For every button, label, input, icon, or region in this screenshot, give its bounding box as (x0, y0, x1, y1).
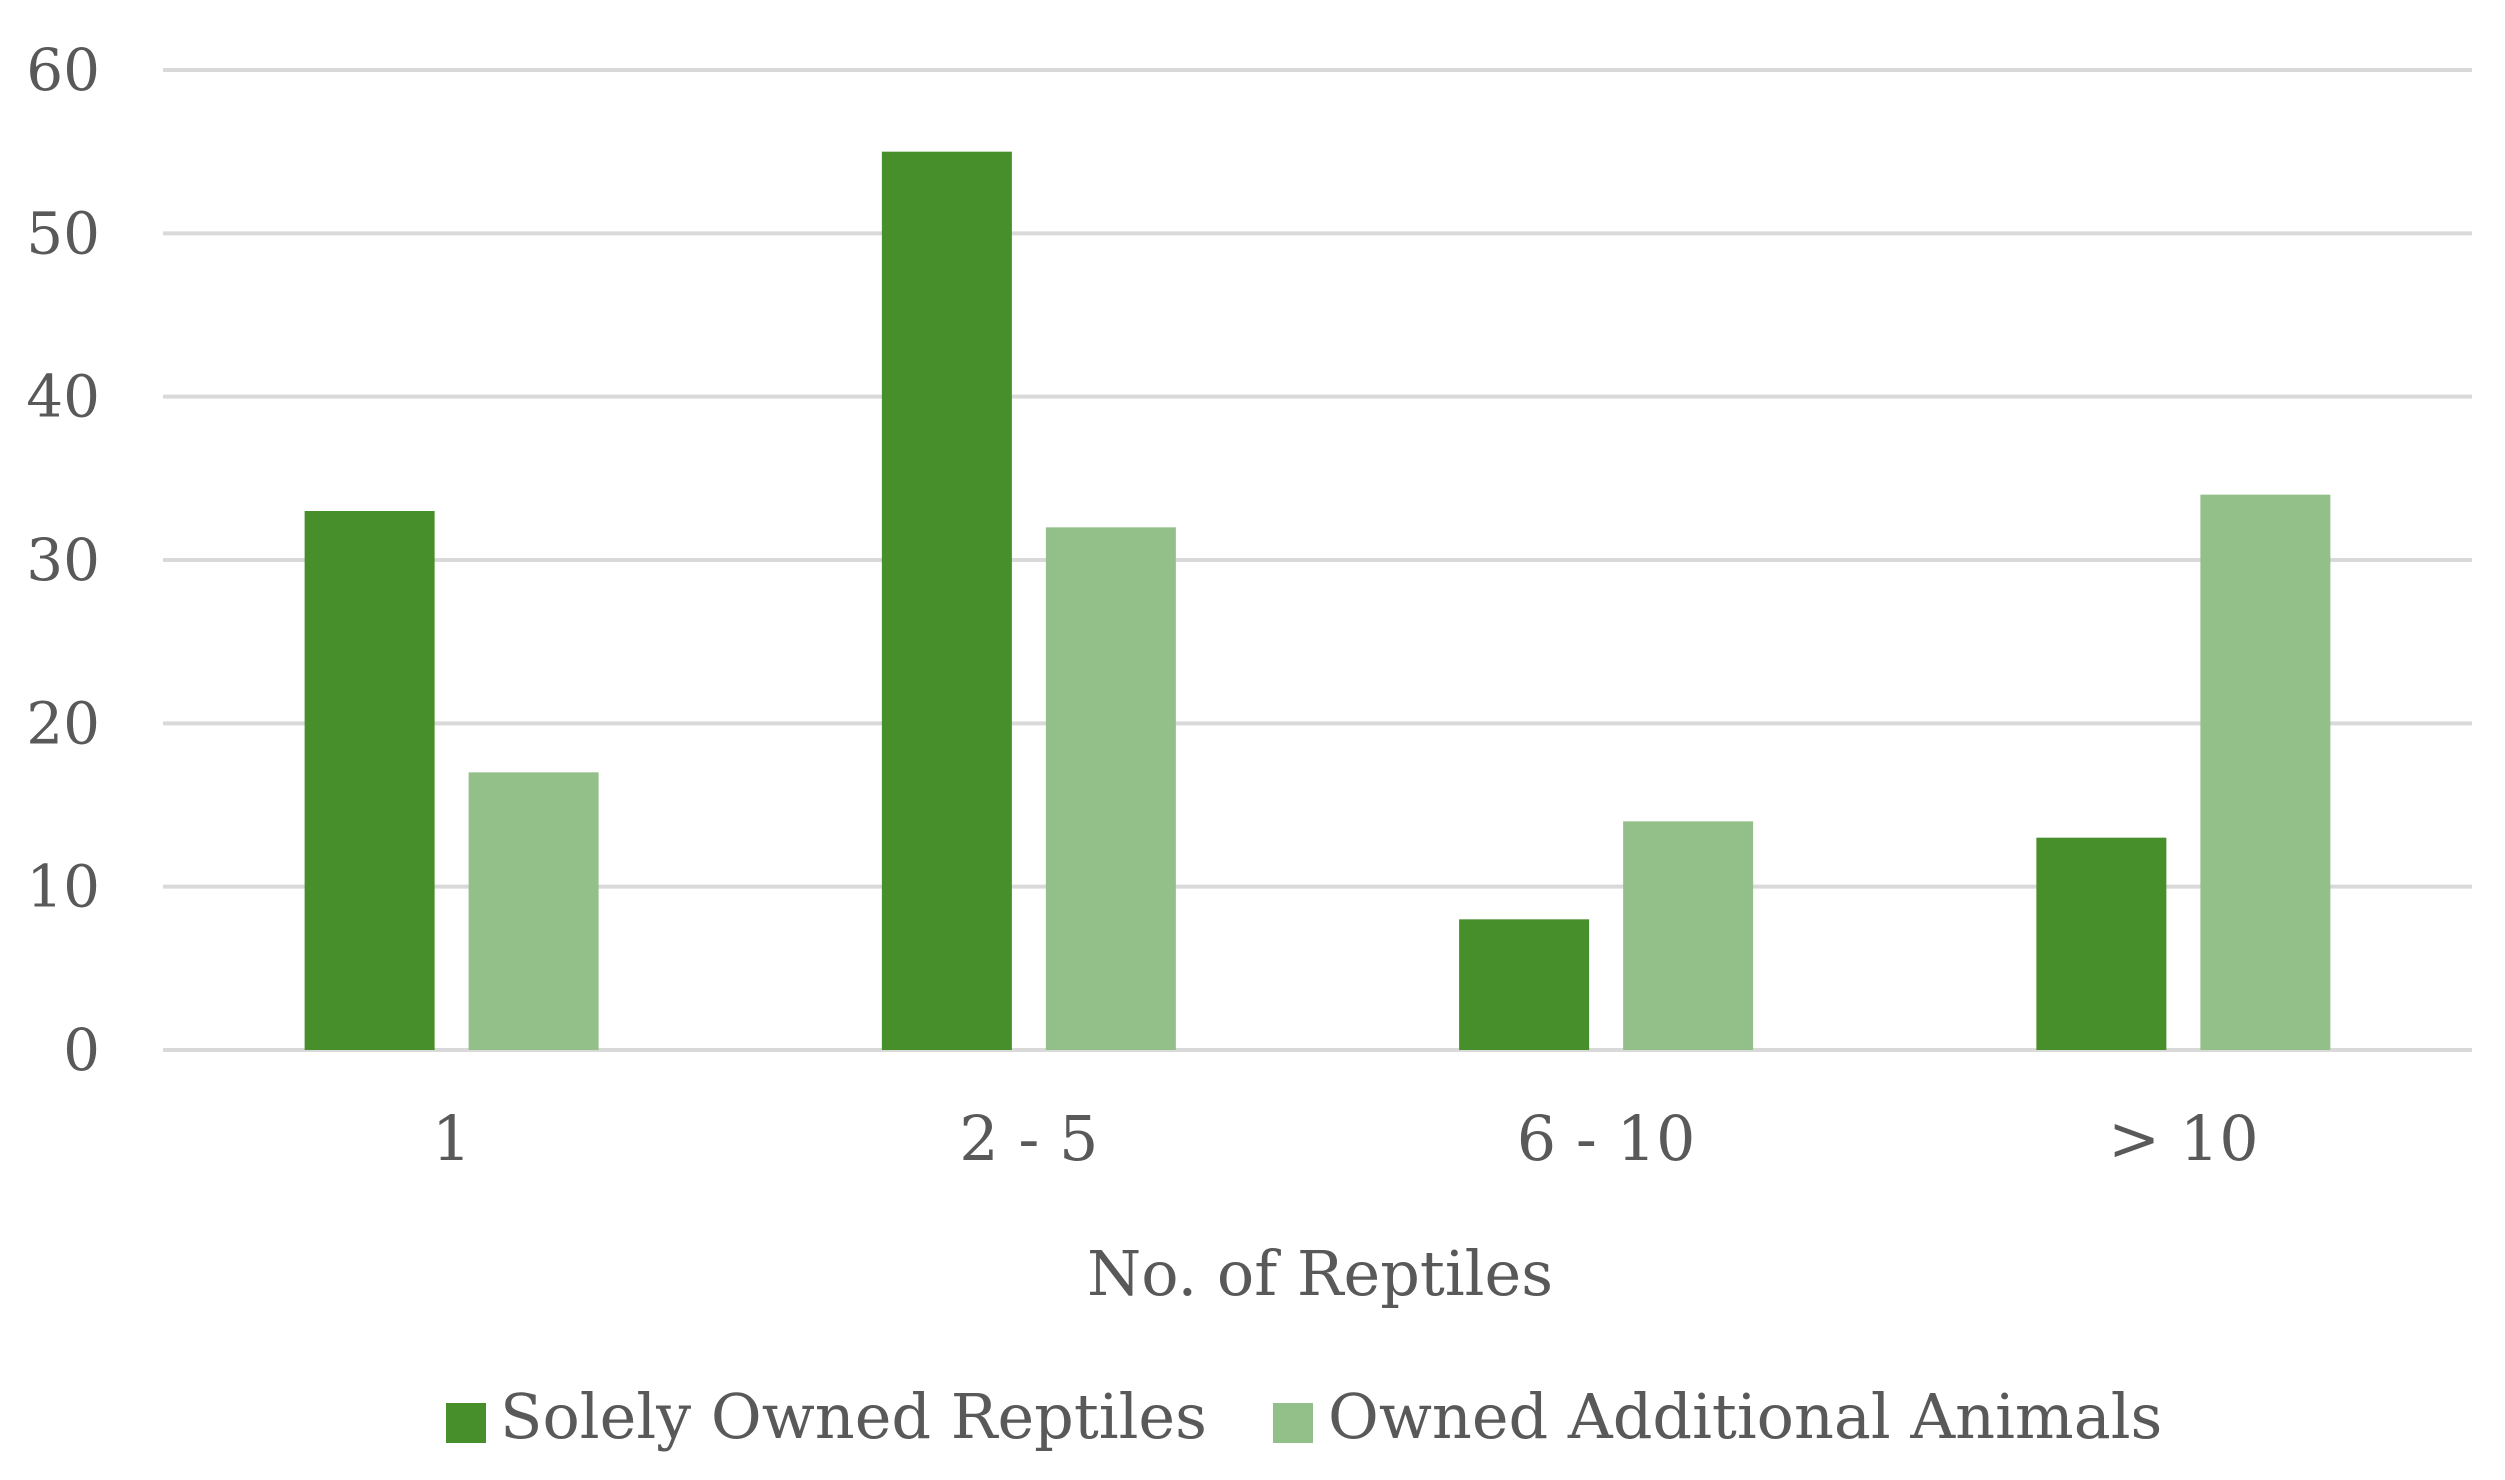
x-tick-label: > 10 (2108, 1102, 2259, 1175)
bar-owned-additional-0 (468, 772, 599, 1050)
legend-swatch-owned-additional (1273, 1403, 1313, 1443)
bar-owned-additional-2 (1623, 821, 1754, 1050)
y-tick-label: 40 (26, 363, 100, 431)
bar-owned-additional-1 (1045, 527, 1176, 1050)
x-tick-label: 6 - 10 (1517, 1102, 1696, 1175)
legend-swatch-solely-owned (446, 1403, 486, 1443)
legend-item-owned-additional: Owned Additional Animals (1273, 1380, 2162, 1453)
y-axis-tick-labels: 0 10 20 30 40 50 60 (26, 36, 100, 1084)
bars (304, 151, 2331, 1051)
x-tick-label: 2 - 5 (959, 1102, 1098, 1175)
x-axis-title: No. of Reptiles (1087, 1237, 1553, 1310)
bar-solely-owned-0 (304, 511, 435, 1050)
y-tick-label: 20 (26, 689, 100, 757)
x-axis-tick-labels: 1 2 - 5 6 - 10 > 10 (432, 1102, 2259, 1175)
y-tick-label: 60 (26, 36, 100, 104)
y-tick-label: 30 (26, 526, 100, 594)
bar-solely-owned-2 (1459, 919, 1590, 1050)
y-tick-label: 0 (63, 1016, 100, 1084)
bar-solely-owned-1 (881, 151, 1012, 1050)
legend-label-solely-owned: Solely Owned Reptiles (500, 1380, 1207, 1453)
bar-solely-owned-3 (2036, 837, 2167, 1050)
legend-label-owned-additional: Owned Additional Animals (1328, 1380, 2162, 1453)
y-tick-label: 50 (26, 199, 100, 267)
bar-owned-additional-3 (2200, 494, 2331, 1051)
legend-item-solely-owned: Solely Owned Reptiles (446, 1380, 1207, 1453)
legend: Solely Owned Reptiles Owned Additional A… (446, 1380, 2162, 1453)
y-tick-label: 10 (26, 853, 100, 921)
x-tick-label: 1 (432, 1102, 471, 1175)
